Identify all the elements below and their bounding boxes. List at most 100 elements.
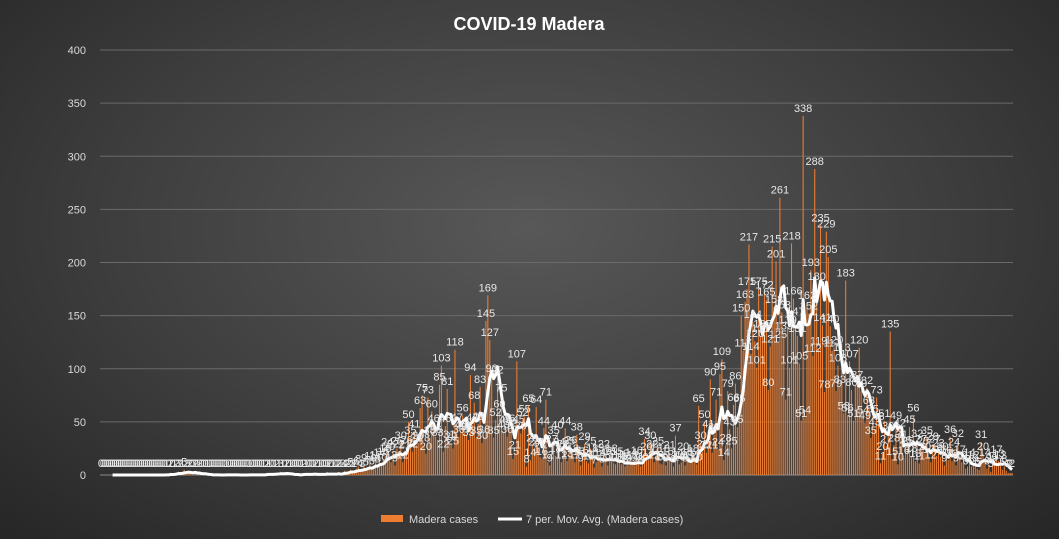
data-label: 14	[594, 447, 606, 459]
data-label: 6	[974, 456, 980, 468]
data-label: 0	[243, 458, 249, 470]
data-label: 38	[460, 422, 472, 434]
data-label: 2	[274, 458, 280, 470]
data-label: 11	[633, 450, 644, 462]
data-label: 0	[229, 458, 235, 470]
data-label: 18	[650, 443, 662, 455]
data-label: 13	[580, 448, 592, 460]
bar	[466, 434, 468, 475]
data-label: 0	[235, 458, 241, 470]
bar	[645, 453, 647, 475]
data-label: 0	[131, 458, 137, 470]
bar	[400, 443, 402, 475]
bar	[893, 445, 895, 475]
data-label: 27	[929, 433, 941, 445]
data-label: 2	[301, 458, 307, 470]
bar	[713, 434, 715, 475]
data-label: 24	[381, 437, 393, 449]
data-label: 83	[834, 374, 846, 386]
data-label: 0	[334, 458, 340, 470]
data-label: 0	[166, 458, 172, 470]
data-label: 175	[749, 276, 767, 288]
data-label: 25	[652, 435, 664, 447]
bar	[616, 459, 618, 475]
bar	[380, 464, 382, 475]
bar	[498, 411, 500, 475]
bar	[748, 244, 750, 475]
bar	[1007, 472, 1009, 475]
data-label: 63	[863, 395, 875, 407]
bar	[717, 449, 719, 475]
data-label: 29	[927, 431, 939, 443]
bar	[916, 441, 918, 475]
bar	[831, 350, 833, 475]
data-label: 79	[830, 378, 842, 390]
data-label: 217	[740, 231, 758, 243]
bar	[765, 299, 767, 475]
data-label: 19	[592, 442, 604, 454]
data-label: 8	[1001, 454, 1007, 466]
bar	[769, 346, 771, 475]
bar	[723, 460, 725, 475]
data-label: 0	[216, 458, 222, 470]
data-label: 144	[744, 309, 762, 321]
bar	[887, 433, 889, 475]
moving-average-line	[112, 276, 1014, 477]
bar	[1005, 470, 1007, 475]
data-label: 338	[794, 103, 812, 115]
legend-label-line: 7 per. Mov. Avg. (Madera cases)	[526, 514, 683, 526]
bar	[605, 458, 607, 475]
bar	[551, 446, 553, 475]
bar	[850, 390, 853, 475]
bar	[901, 442, 903, 475]
data-label: 45	[903, 414, 915, 426]
data-label: 22	[406, 439, 418, 451]
data-label: 24	[553, 437, 565, 449]
data-label: 0	[200, 458, 206, 470]
bar	[446, 388, 448, 475]
data-label: 0	[160, 458, 166, 470]
data-label: 24	[528, 437, 540, 449]
data-label: 33	[431, 427, 443, 439]
bar	[448, 442, 450, 475]
bar	[943, 465, 945, 475]
data-label: 205	[819, 244, 837, 256]
bar	[953, 449, 955, 475]
data-label: 36	[478, 424, 490, 436]
data-label: 0	[315, 458, 321, 470]
data-label: 0	[251, 458, 257, 470]
data-label: 43	[869, 416, 881, 428]
data-label: 0	[144, 458, 150, 470]
bar	[419, 408, 421, 475]
data-label: 183	[837, 268, 855, 280]
data-label: 45	[499, 414, 511, 426]
bar	[518, 427, 520, 475]
bar	[553, 437, 555, 475]
bar	[614, 464, 617, 475]
data-label: 63	[414, 395, 426, 407]
data-label: 2	[187, 458, 193, 470]
data-label: 9	[392, 452, 398, 464]
bar	[624, 466, 626, 475]
bar	[696, 464, 698, 475]
bar	[690, 462, 692, 475]
data-label: 54	[857, 405, 869, 417]
data-label: 0	[262, 458, 268, 470]
data-label: 8	[355, 454, 361, 466]
data-label: 5	[347, 457, 353, 469]
bar	[941, 453, 943, 475]
bar	[189, 472, 191, 475]
data-label: 4	[342, 458, 348, 470]
bar	[522, 419, 524, 475]
data-label: 16	[940, 445, 952, 457]
data-label: 131	[751, 323, 769, 335]
bar	[682, 453, 684, 475]
data-label: 49	[890, 410, 902, 422]
bar	[978, 469, 980, 475]
bar	[549, 465, 551, 475]
data-label: 9	[632, 452, 638, 464]
data-label: 46	[439, 413, 451, 425]
bar	[835, 391, 837, 475]
bar	[999, 462, 1001, 475]
data-label: 22	[557, 439, 569, 451]
